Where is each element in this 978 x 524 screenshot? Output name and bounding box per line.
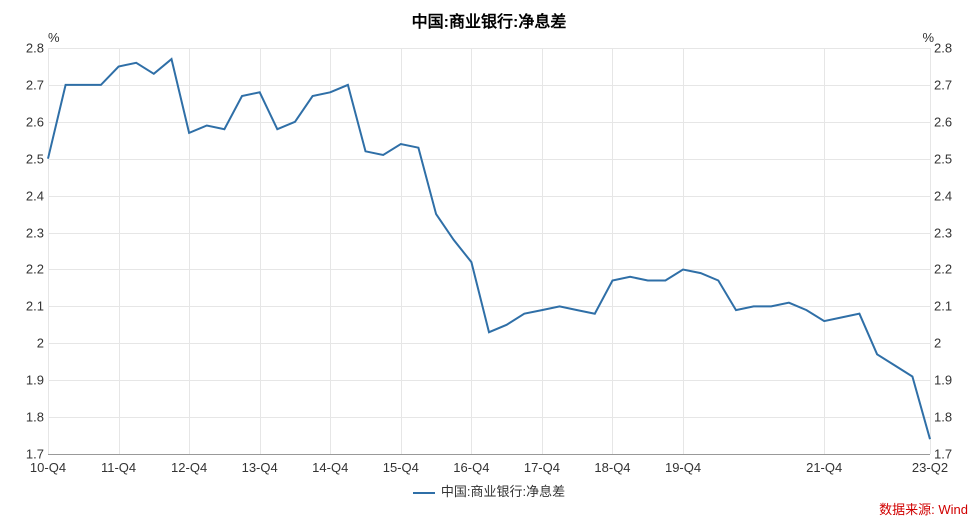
x-tick-label: 19-Q4 <box>665 460 701 475</box>
x-tick-label: 23-Q2 <box>912 460 948 475</box>
x-tick-label: 21-Q4 <box>806 460 842 475</box>
x-tick-label: 11-Q4 <box>101 460 136 475</box>
legend-swatch <box>413 492 435 494</box>
y-tick-label: 1.9 <box>4 373 44 388</box>
y-tick-label: 2.6 <box>934 114 974 129</box>
chart-title: 中国:商业银行:净息差 <box>0 0 978 32</box>
y-tick-label: 2.5 <box>4 151 44 166</box>
x-tick-label: 17-Q4 <box>524 460 560 475</box>
y-tick-label: 1.8 <box>4 410 44 425</box>
y-tick-label: 2.1 <box>4 299 44 314</box>
line-series <box>48 48 930 454</box>
y-tick-label: 2.3 <box>4 225 44 240</box>
y-tick-label: 2.1 <box>934 299 974 314</box>
x-tick-label: 12-Q4 <box>171 460 207 475</box>
plot-area <box>48 48 930 454</box>
x-tick-label: 18-Q4 <box>594 460 630 475</box>
y-tick-label: 2.3 <box>934 225 974 240</box>
x-axis-line <box>48 454 930 455</box>
x-tick-label: 16-Q4 <box>453 460 489 475</box>
y-tick-label: 1.8 <box>934 410 974 425</box>
x-tick-label: 10-Q4 <box>30 460 66 475</box>
y-tick-label: 2.8 <box>934 41 974 56</box>
legend: 中国:商业银行:净息差 <box>0 481 978 500</box>
y-tick-label: 2.5 <box>934 151 974 166</box>
y-tick-label: 2.6 <box>4 114 44 129</box>
x-tick-label: 14-Q4 <box>312 460 348 475</box>
y-axis-unit-right: % <box>922 30 934 45</box>
y-tick-label: 2.7 <box>934 77 974 92</box>
y-tick-label: 2.2 <box>4 262 44 277</box>
y-tick-label: 2.8 <box>4 41 44 56</box>
data-source: 数据来源: Wind <box>879 499 968 518</box>
legend-label: 中国:商业银行:净息差 <box>441 484 565 499</box>
y-tick-label: 1.9 <box>934 373 974 388</box>
source-value: Wind <box>938 502 968 517</box>
y-tick-label: 2 <box>4 336 44 351</box>
y-tick-label: 2.4 <box>4 188 44 203</box>
x-tick-label: 15-Q4 <box>383 460 419 475</box>
y-axis-unit-left: % <box>48 30 60 45</box>
y-tick-label: 2 <box>934 336 974 351</box>
y-tick-label: 2.4 <box>934 188 974 203</box>
y-tick-label: 2.7 <box>4 77 44 92</box>
source-label: 数据来源: <box>879 502 935 517</box>
y-tick-label: 2.2 <box>934 262 974 277</box>
x-tick-label: 13-Q4 <box>242 460 278 475</box>
